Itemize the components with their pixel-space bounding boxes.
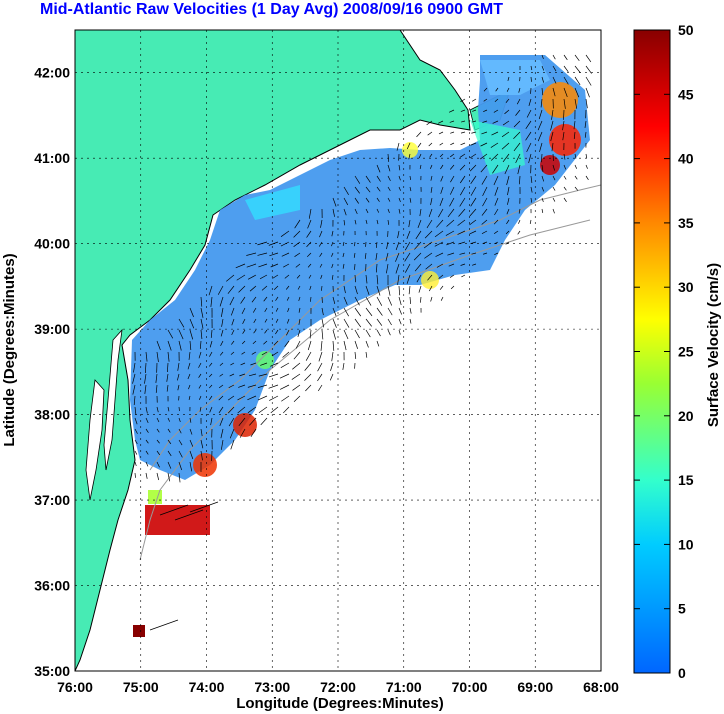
map-title: Mid-Atlantic Raw Velocities (1 Day Avg) … [40, 1, 503, 18]
grid-lines [75, 30, 601, 671]
x-tick-label: 72:00 [320, 679, 356, 695]
colorbar-tick-label: 40 [678, 151, 694, 167]
y-tick-label: 38:00 [34, 407, 70, 423]
chesapeake-bay [85, 379, 105, 501]
y-tick-label: 36:00 [34, 578, 70, 594]
colorbar-tick-label: 25 [678, 344, 694, 360]
y-tick-label: 39:00 [34, 321, 70, 337]
y-tick-label: 41:00 [34, 150, 70, 166]
y-tick-label: 40:00 [34, 236, 70, 252]
y-tick-label: 42:00 [34, 65, 70, 81]
x-tick-label: 74:00 [189, 679, 225, 695]
x-axis-label: Longitude (Degrees:Minutes) [236, 695, 444, 712]
colorbar-tick-label: 5 [678, 601, 686, 617]
colorbar-tick-label: 35 [678, 215, 694, 231]
velocity-field [130, 55, 590, 480]
x-axis-ticks: 76:00 75:00 74:00 73:00 72:00 71:00 70:00 69:00… [57, 679, 619, 695]
x-tick-label: 76:00 [57, 679, 93, 695]
colorbar-tick-label: 10 [678, 536, 694, 552]
x-tick-label: 69:00 [517, 679, 553, 695]
depth-contour [139, 219, 591, 561]
colorbar-label: Surface Velocity (cm/s) [705, 263, 722, 427]
plot-frame [74, 29, 602, 672]
x-tick-label: 71:00 [386, 679, 422, 695]
x-tick-label: 68:00 [583, 679, 619, 695]
y-axis-label: Latitude (Degrees:Minutes) [1, 253, 18, 446]
x-tick-label: 70:00 [452, 679, 488, 695]
colorbar-tick-label: 15 [678, 472, 694, 488]
velocity-vectors [132, 54, 592, 631]
delaware-bay [103, 328, 123, 471]
depth-contour [149, 184, 601, 471]
land-area [75, 30, 471, 671]
y-tick-label: 37:00 [34, 492, 70, 508]
colorbar-tick-label: 30 [678, 279, 694, 295]
colorbar-tick-label: 20 [678, 408, 694, 424]
y-axis-ticks: 42:00 41:00 40:00 39:00 38:00 37:00 36:00 35:00 [34, 65, 70, 679]
colorbar-tick-label: 50 [678, 22, 694, 38]
colorbar-tick-label: 45 [678, 86, 694, 102]
colorbar-tick-label: 0 [678, 665, 686, 681]
x-tick-label: 73:00 [254, 679, 290, 695]
x-tick-label: 75:00 [123, 679, 159, 695]
y-tick-label: 35:00 [34, 663, 70, 679]
